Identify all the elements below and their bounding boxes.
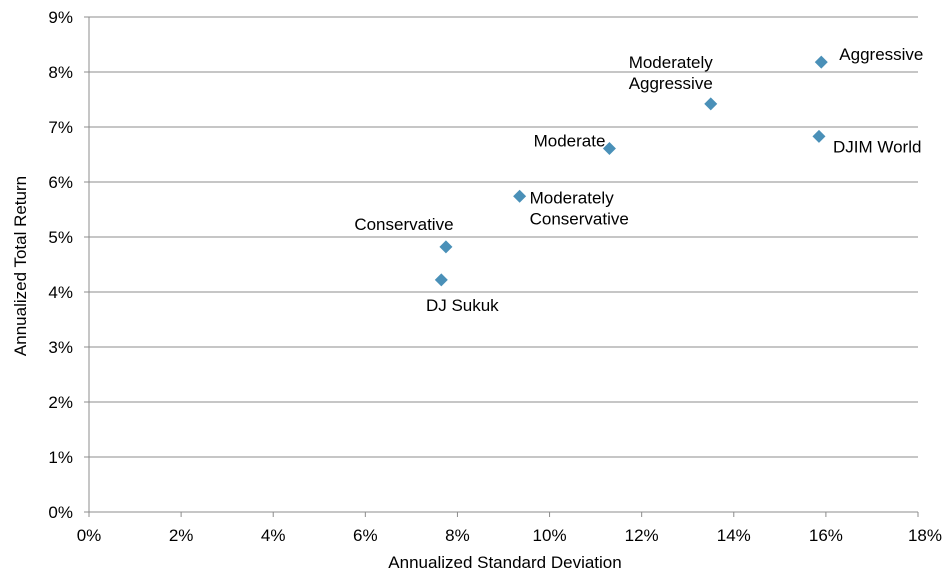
data-point xyxy=(814,55,828,69)
y-tick-label: 5% xyxy=(48,228,73,247)
data-point xyxy=(439,240,453,254)
x-tick-label: 14% xyxy=(717,526,751,545)
y-tick-label: 8% xyxy=(48,63,73,82)
x-axis-title: Annualized Standard Deviation xyxy=(388,553,621,571)
y-axis-title: Annualized Total Return xyxy=(11,176,30,356)
point-label: Moderately Aggressive xyxy=(629,53,714,93)
x-tick-label: 10% xyxy=(533,526,567,545)
data-point xyxy=(602,141,616,155)
data-point xyxy=(812,129,826,143)
y-tick-label: 2% xyxy=(48,393,73,412)
x-tick-label: 6% xyxy=(353,526,378,545)
x-tick-label: 12% xyxy=(625,526,659,545)
x-tick-label: 4% xyxy=(261,526,286,545)
point-label: Moderate xyxy=(534,131,606,150)
y-tick-label: 4% xyxy=(48,283,73,302)
data-point xyxy=(434,273,448,287)
x-tick-label: 18% xyxy=(908,526,942,545)
x-tick-label: 16% xyxy=(809,526,843,545)
point-label: Moderately Conservative xyxy=(530,188,629,228)
point-label: Aggressive xyxy=(839,45,923,64)
point-label: DJ Sukuk xyxy=(426,296,499,315)
axes xyxy=(84,16,919,517)
point-labels: Aggressive Moderately Aggressive DJIM World… xyxy=(354,45,923,315)
x-tick-label: 0% xyxy=(77,526,102,545)
y-tick-label: 0% xyxy=(48,503,73,522)
y-axis-ticks: 0% 1% 2% 3% 4% 5% 6% 7% 8% 9% xyxy=(48,8,73,522)
y-tick-label: 6% xyxy=(48,173,73,192)
x-tick-label: 8% xyxy=(445,526,470,545)
x-axis-ticks: 0% 2% 4% 6% 8% 10% 12% 14% 16% 18% xyxy=(77,526,942,545)
data-points xyxy=(434,55,828,287)
point-label: Conservative xyxy=(354,215,453,234)
data-point xyxy=(704,97,718,111)
gridlines xyxy=(89,16,918,513)
y-tick-label: 9% xyxy=(48,8,73,27)
y-tick-label: 7% xyxy=(48,118,73,137)
y-tick-label: 1% xyxy=(48,448,73,467)
y-tick-label: 3% xyxy=(48,338,73,357)
x-tick-label: 2% xyxy=(169,526,194,545)
data-point xyxy=(513,189,527,203)
point-label: DJIM World xyxy=(833,137,921,156)
